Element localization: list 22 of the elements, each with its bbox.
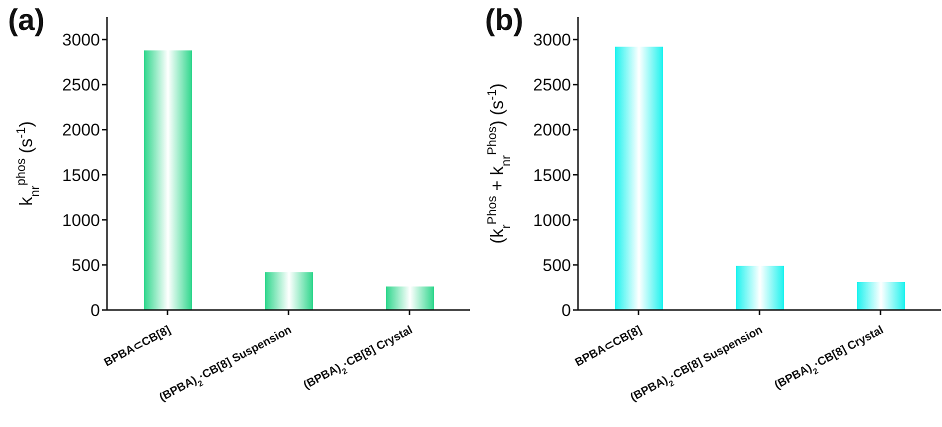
y-tick-label: 1000 bbox=[533, 210, 571, 230]
y-tick-label: 500 bbox=[542, 256, 571, 275]
bar bbox=[615, 46, 663, 310]
bar bbox=[857, 282, 905, 310]
y-tick-label: 2000 bbox=[62, 120, 100, 140]
y-tick-label: 2500 bbox=[533, 76, 571, 95]
chart-title: (a) bbox=[8, 4, 45, 38]
chart-title: (b) bbox=[485, 4, 524, 38]
y-tick-label: 2500 bbox=[62, 76, 100, 95]
y-tick-label: 1500 bbox=[62, 166, 100, 185]
y-tick-label: 500 bbox=[72, 256, 100, 275]
y-tick-label: 1500 bbox=[533, 166, 571, 185]
y-tick-label: 1000 bbox=[62, 210, 100, 230]
bar bbox=[144, 50, 192, 310]
bar bbox=[736, 266, 784, 310]
y-tick-label: 0 bbox=[562, 301, 571, 320]
y-tick-label: 2000 bbox=[533, 120, 571, 140]
bar bbox=[265, 272, 313, 310]
bar bbox=[386, 286, 434, 310]
y-tick-label: 0 bbox=[90, 301, 100, 320]
y-tick-label: 3000 bbox=[533, 30, 571, 50]
y-tick-label: 3000 bbox=[62, 30, 100, 50]
